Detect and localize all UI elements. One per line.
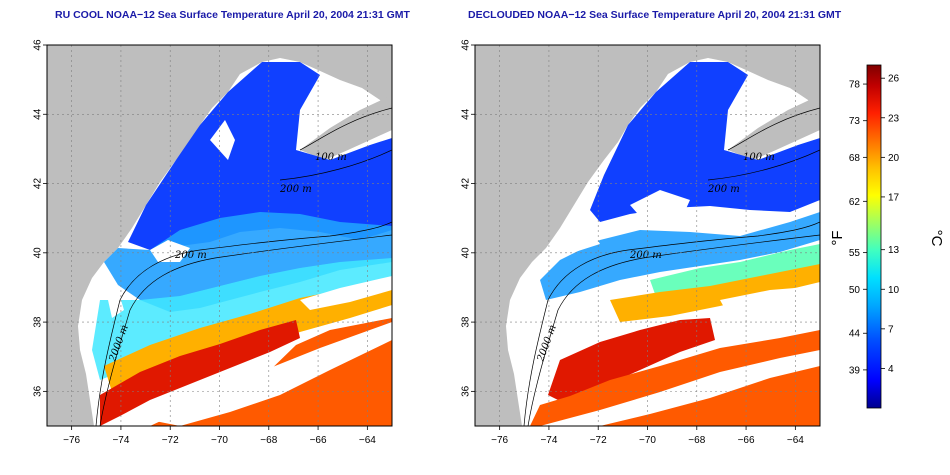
fahrenheit-tick-label: 55 — [849, 248, 861, 259]
x-tick-label: −66 — [738, 435, 755, 446]
contour-label: 200 m — [174, 250, 207, 261]
celsius-tick-label: 17 — [888, 192, 900, 203]
mid-water-region — [540, 212, 820, 300]
y-tick-label: 36 — [461, 385, 472, 397]
contour-label: 200 m — [707, 184, 740, 195]
fahrenheit-tick-label: 62 — [849, 197, 861, 208]
y-tick-label: 44 — [33, 108, 44, 120]
colorbar-ticks: 26 23 20 17 13 10 7 4 78 73 68 62 55 50 44 39 — [849, 74, 900, 377]
celsius-tick-label: 7 — [888, 324, 894, 335]
fahrenheit-tick-label: 50 — [849, 285, 861, 296]
fahrenheit-tick-label: 39 — [849, 365, 861, 376]
warm-water-region — [610, 264, 820, 322]
nova-scotia — [300, 95, 392, 160]
celsius-label: °C — [928, 230, 945, 247]
x-tick-label: −68 — [260, 435, 277, 446]
fahrenheit-tick-label: 73 — [849, 116, 861, 127]
celsius-tick-label: 23 — [888, 113, 900, 124]
x-tick-label: −74 — [540, 435, 557, 446]
cloud-patches — [108, 120, 392, 426]
land-mass — [475, 45, 820, 426]
x-tick-label: −70 — [211, 435, 228, 446]
y-tick-label: 38 — [33, 316, 44, 328]
gulf-stream — [100, 320, 300, 426]
y-tick-label: 36 — [33, 385, 44, 397]
fahrenheit-label: °F — [829, 230, 846, 245]
fahrenheit-tick-label: 78 — [849, 80, 861, 91]
axis-ticks: −76 −74 −72 −70 −68 −66 −64 36 38 40 42 44 46 — [33, 39, 377, 446]
cold-water-region — [128, 62, 392, 250]
x-tick-label: −70 — [639, 435, 656, 446]
celsius-tick-label: 26 — [888, 74, 900, 85]
left-map-panel: 100 m 200 m 200 m 2000 m −76 −74 −72 −70 −68… — [33, 39, 393, 446]
celsius-tick-label: 13 — [888, 245, 900, 256]
celsius-tick-label: 10 — [888, 285, 900, 296]
x-tick-label: −64 — [787, 435, 804, 446]
contour-label: 100 m — [315, 152, 347, 163]
temperature-colorbar: 26 23 20 17 13 10 7 4 78 73 68 62 55 50 44 39 °F °C — [829, 64, 945, 409]
y-tick-label: 40 — [33, 247, 44, 259]
y-tick-label: 44 — [461, 108, 472, 120]
contour-label: 200 m — [279, 184, 312, 195]
celsius-tick-label: 20 — [888, 153, 900, 164]
right-map-panel: 100 m 200 m 200 m 2000 m −76 −74 −72 −70 −68… — [461, 39, 821, 446]
x-tick-label: −74 — [112, 435, 129, 446]
cloud-patches — [540, 190, 820, 426]
y-tick-label: 46 — [33, 39, 44, 51]
southern-warm-water — [530, 330, 820, 426]
contour-label: 100 m — [743, 152, 775, 163]
colorbar-gradient — [866, 64, 882, 409]
left-panel-title: RU COOL NOAA−12 Sea Surface Temperature … — [55, 9, 410, 21]
fahrenheit-tick-label: 44 — [849, 329, 861, 340]
right-panel-title: DECLOUDED NOAA−12 Sea Surface Temperatur… — [468, 9, 842, 21]
y-tick-label: 42 — [461, 178, 472, 190]
lat-lon-grid — [47, 45, 392, 426]
x-tick-label: −76 — [491, 435, 508, 446]
y-tick-label: 40 — [461, 247, 472, 259]
x-tick-label: −68 — [688, 435, 705, 446]
lat-lon-grid — [475, 45, 820, 426]
contour-label: 200 m — [629, 250, 662, 261]
celsius-tick-label: 4 — [888, 364, 894, 375]
gulf-stream — [548, 318, 715, 404]
x-tick-label: −72 — [590, 435, 607, 446]
bathymetry-contours — [95, 107, 392, 426]
x-tick-label: −66 — [310, 435, 327, 446]
y-tick-label: 38 — [461, 316, 472, 328]
bathymetry-contours — [523, 107, 820, 426]
land-mass — [47, 45, 392, 426]
x-tick-label: −72 — [162, 435, 179, 446]
x-tick-label: −76 — [63, 435, 80, 446]
x-tick-label: −64 — [359, 435, 376, 446]
fahrenheit-tick-label: 68 — [849, 153, 861, 164]
nova-scotia — [728, 95, 820, 160]
y-tick-label: 42 — [33, 178, 44, 190]
axis-ticks: −76 −74 −72 −70 −68 −66 −64 36 38 40 42 44 46 — [461, 39, 805, 446]
y-tick-label: 46 — [461, 39, 472, 51]
